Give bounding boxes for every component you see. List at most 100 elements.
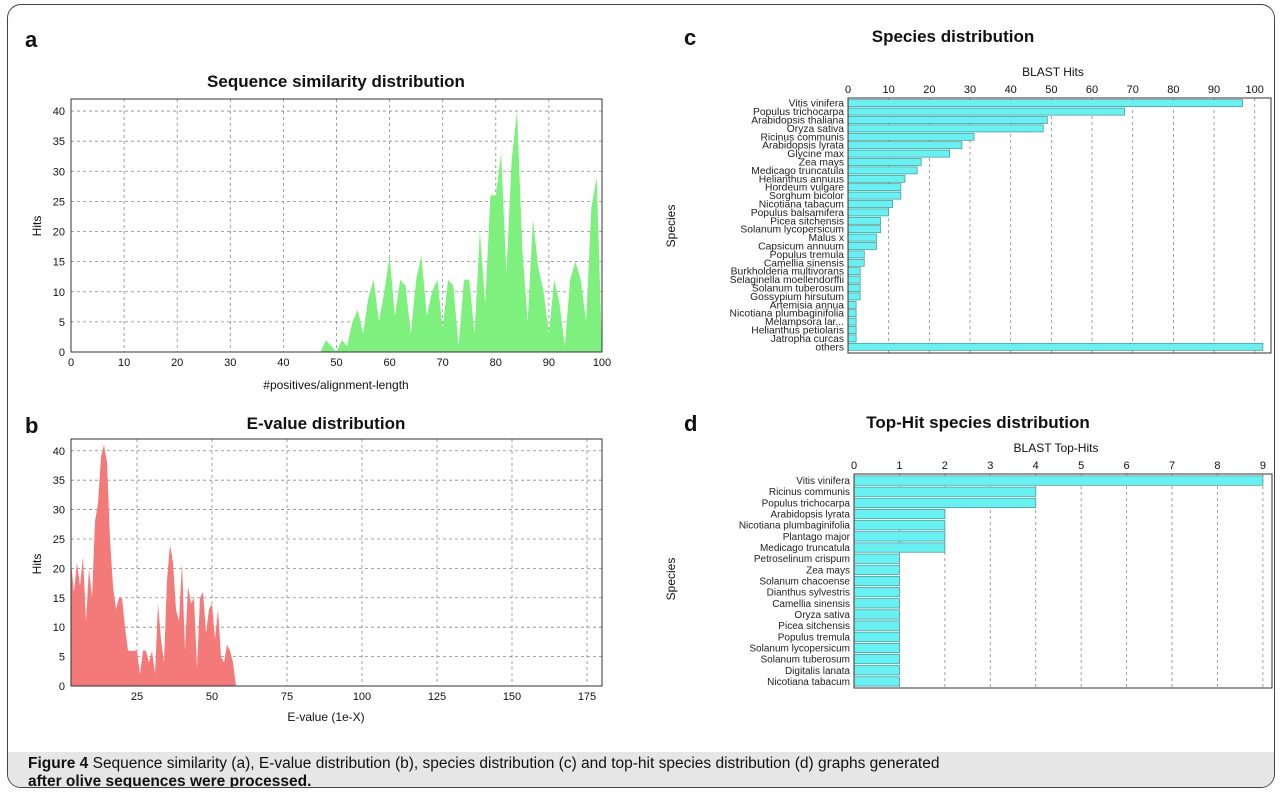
chart-c-xtick-label: 80 bbox=[1167, 84, 1179, 96]
chart-c-bar bbox=[847, 183, 902, 192]
chart-d-bar bbox=[853, 642, 900, 653]
chart-d-bar bbox=[853, 497, 1037, 508]
chart-a-xtick-label: 60 bbox=[383, 357, 395, 369]
chart-b-ytick-label: 25 bbox=[53, 534, 65, 546]
chart-c-species-label: Arabidopsis thaliana bbox=[751, 116, 844, 127]
chart-d-species-label: Populus tremula bbox=[778, 632, 851, 643]
panel-label-a: a bbox=[25, 27, 38, 52]
chart-b-ytick-label: 0 bbox=[59, 681, 65, 693]
chart-a-ytick-label: 0 bbox=[59, 347, 65, 359]
chart-c-species-label: Jatropha curcas bbox=[771, 334, 844, 345]
panel-d-tophit-species: Top-Hit species distribution BLAST Top-H… bbox=[664, 413, 1273, 689]
chart-c-bar bbox=[847, 292, 861, 301]
chart-c-species-label: Medicago truncatula bbox=[751, 166, 844, 177]
chart-c-bar bbox=[847, 317, 857, 326]
chart-d-species-label: Nicotiana tabacum bbox=[767, 677, 850, 688]
chart-c-xtick-label: 40 bbox=[1005, 84, 1017, 96]
chart-b-ytick-label: 30 bbox=[53, 505, 65, 517]
chart-b-xtick-label: 75 bbox=[281, 691, 293, 703]
chart-d-xtick-label: 8 bbox=[1214, 460, 1220, 472]
chart-a-xlabel: #positives/alignment-length bbox=[263, 378, 408, 392]
chart-c-species-label: Burkholderia multivorans bbox=[731, 267, 844, 278]
chart-b-xtick-label: 100 bbox=[353, 691, 371, 703]
chart-d-plot-frame bbox=[853, 473, 1273, 689]
chart-d-xtick-label: 4 bbox=[1033, 460, 1039, 472]
chart-d-species-label: Dianthus sylvestris bbox=[767, 588, 850, 599]
chart-d-bar bbox=[853, 609, 900, 620]
chart-a-xtick-label: 100 bbox=[593, 357, 611, 369]
chart-d-xtick-label: 1 bbox=[896, 460, 902, 472]
chart-c-species-label: Helianthus petiolaris bbox=[751, 326, 844, 337]
chart-d-xlabel: BLAST Top-Hits bbox=[1014, 441, 1099, 455]
chart-c-bar bbox=[847, 309, 857, 318]
chart-c-species-label: Oryza sativa bbox=[787, 124, 844, 135]
chart-c-ylabel: Species bbox=[664, 205, 678, 248]
chart-c-bar bbox=[847, 242, 877, 250]
chart-d-species-label: Nicotiana plumbaginifolia bbox=[739, 521, 851, 532]
chart-a-ytick-label: 10 bbox=[53, 287, 65, 299]
chart-d-bar bbox=[853, 486, 1037, 497]
chart-a-xtick-label: 20 bbox=[171, 357, 183, 369]
figure-caption-line1: Figure 4 Sequence similarity (a), E-valu… bbox=[28, 755, 939, 773]
chart-a-xtick-label: 30 bbox=[224, 357, 236, 369]
chart-b-xtick-label: 150 bbox=[503, 691, 521, 703]
chart-d-bar bbox=[853, 475, 1264, 486]
chart-c-bar bbox=[847, 284, 861, 292]
figure-caption-line2: after olive sequences were processed. bbox=[28, 773, 312, 788]
chart-d-bar bbox=[853, 665, 900, 676]
chart-d-bar bbox=[853, 520, 946, 531]
chart-d-species-label: Solanum tuberosum bbox=[761, 655, 851, 666]
chart-c-species-label: Capsicum annuum bbox=[758, 242, 844, 253]
chart-c-species-label: Nicotiana plumbaginifolia bbox=[730, 309, 845, 320]
chart-c-species-label: Populus balsamifera bbox=[751, 208, 845, 219]
chart-c-species-label: Picea sitchensis bbox=[770, 216, 844, 227]
chart-a-xtick-label: 50 bbox=[330, 357, 342, 369]
chart-d-bar bbox=[853, 598, 900, 609]
chart-d-species-label: Zea mays bbox=[806, 565, 850, 576]
panel-label-d: d bbox=[684, 411, 697, 436]
chart-a-title: Sequence similarity distribution bbox=[207, 72, 465, 91]
figure-frame: a b c d Sequence similarity distribution… bbox=[7, 4, 1275, 788]
chart-c-plot-frame bbox=[847, 97, 1272, 354]
chart-d-bar bbox=[853, 542, 946, 553]
chart-a-xtick-label: 70 bbox=[437, 357, 449, 369]
chart-d-xtick-label: 7 bbox=[1169, 460, 1175, 472]
chart-c-species-label: others bbox=[815, 342, 844, 353]
chart-c-bar bbox=[847, 250, 865, 259]
chart-c-bar bbox=[847, 158, 922, 166]
chart-c-bar bbox=[847, 149, 951, 158]
chart-b-plot-frame bbox=[70, 438, 603, 687]
chart-b-title: E-value distribution bbox=[247, 414, 406, 433]
chart-a-xtick-label: 90 bbox=[543, 357, 555, 369]
chart-a-ytick-label: 20 bbox=[53, 227, 65, 239]
figure-caption-text: Sequence similarity (a), E-value distrib… bbox=[88, 755, 940, 772]
chart-c-species-label: Vitis vinifera bbox=[789, 99, 845, 110]
chart-d-species-label: Digitalis lanata bbox=[785, 666, 850, 677]
panel-b-evalue-distribution: E-value distribution E-value (1e-X) Hits… bbox=[30, 414, 603, 724]
figure-canvas: a b c d Sequence similarity distribution… bbox=[25, 25, 1273, 724]
chart-c-species-label: Gossypium hirsutum bbox=[750, 292, 844, 303]
chart-c-species-label: Selaginella moellendorffii bbox=[730, 275, 844, 286]
caption-band: Figure 4 Sequence similarity (a), E-valu… bbox=[8, 752, 1274, 788]
chart-b-ytick-label: 40 bbox=[53, 446, 65, 458]
chart-a-xtick-label: 0 bbox=[68, 357, 74, 369]
panel-c-species-distribution: Species distribution BLAST Hits Species … bbox=[664, 27, 1272, 354]
chart-c-species-label: Populus tremula bbox=[770, 250, 845, 261]
chart-a-ytick-label: 40 bbox=[53, 106, 65, 118]
chart-d-bar bbox=[853, 631, 900, 642]
chart-c-bar bbox=[847, 300, 857, 309]
chart-c-bar bbox=[847, 233, 877, 242]
chart-d-bar bbox=[853, 654, 900, 665]
chart-d-bar bbox=[853, 531, 946, 542]
chart-c-species-label: Populus trichocarpa bbox=[753, 107, 844, 118]
chart-d-species-label: Medicago truncatula bbox=[760, 543, 850, 554]
chart-c-bar bbox=[847, 208, 890, 217]
chart-c-bar bbox=[847, 99, 1243, 108]
chart-c-xtick-label: 70 bbox=[1127, 84, 1139, 96]
chart-c-bar bbox=[847, 334, 857, 343]
chart-d-bar bbox=[853, 676, 900, 687]
panel-label-b: b bbox=[25, 413, 38, 438]
chart-d-xtick-label: 3 bbox=[987, 460, 993, 472]
panel-a-sequence-similarity: Sequence similarity distribution #positi… bbox=[30, 72, 611, 392]
chart-a-xtick-label: 10 bbox=[118, 357, 130, 369]
